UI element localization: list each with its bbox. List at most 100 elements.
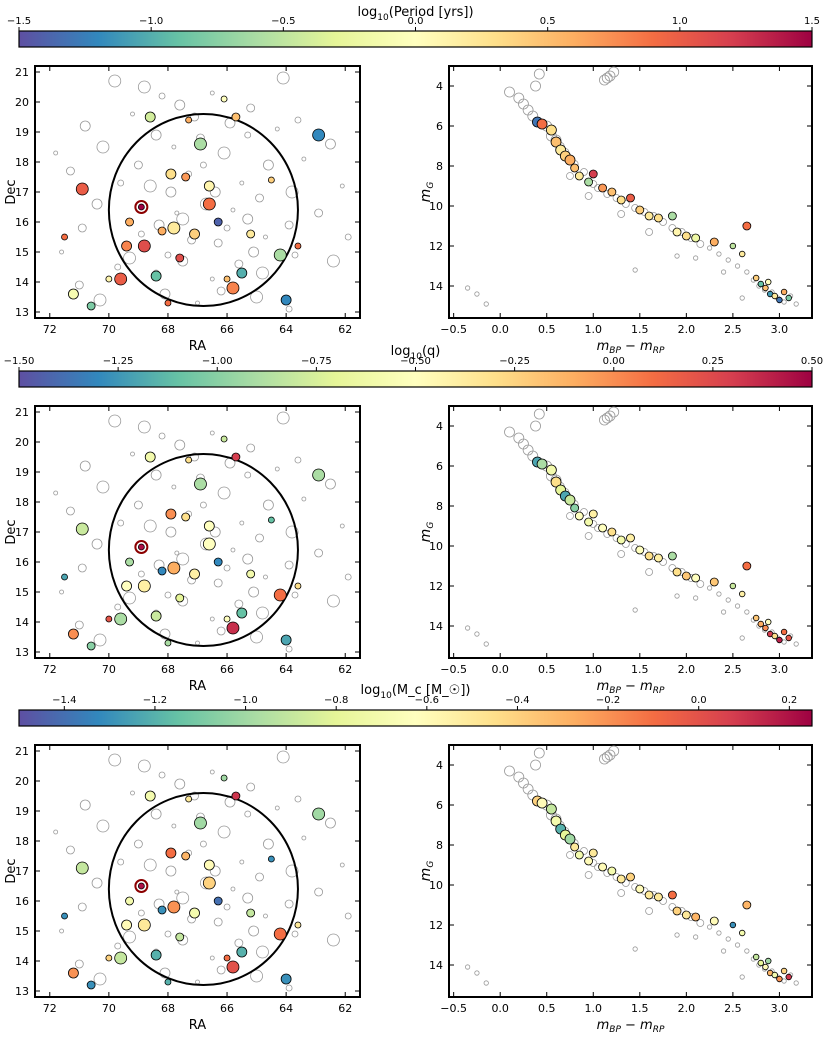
- binary-star-point: [738, 929, 746, 937]
- x-tick-label: 2.5: [724, 323, 742, 336]
- background-star: [720, 948, 727, 954]
- background-star: [720, 609, 727, 615]
- background-star: [123, 251, 136, 265]
- cmd-x-label: mBP − mRP: [597, 679, 665, 696]
- binary-star-point: [220, 435, 228, 443]
- background-star: [137, 230, 145, 238]
- background-star: [707, 585, 713, 591]
- background-star: [734, 942, 741, 948]
- binary-star-point: [236, 607, 248, 619]
- y-tick-label: 19: [15, 805, 29, 818]
- binary-star-point: [194, 477, 207, 491]
- binary-star-point: [273, 248, 287, 262]
- x-tick-label: −0.5: [440, 323, 467, 336]
- background-star: [720, 269, 727, 275]
- background-star: [255, 872, 264, 882]
- binary-star-point: [607, 866, 617, 876]
- binary-star-point: [185, 116, 193, 124]
- binary-star-point: [75, 182, 89, 196]
- background-star: [248, 246, 260, 258]
- background-star: [294, 116, 302, 124]
- binary-star-point: [185, 456, 193, 464]
- binary-star-point: [564, 494, 576, 506]
- background-star: [327, 594, 340, 608]
- background-star: [285, 984, 293, 992]
- background-star: [474, 631, 480, 637]
- y-tick-label: 8: [436, 500, 443, 513]
- binary-star-point: [672, 906, 682, 916]
- binary-star-point: [220, 774, 228, 782]
- binary-star-point: [246, 229, 256, 239]
- background-star: [601, 751, 613, 763]
- binary-star-point: [738, 250, 746, 258]
- x-tick-label: 64: [279, 663, 293, 676]
- colorbar-2: log10(q) −1.50 −1.25 −1.00 −0.75 −0.50 −0.25 0.…: [4, 344, 823, 388]
- colorbar-tick-label: −0.75: [301, 356, 332, 367]
- binary-star-point: [312, 128, 326, 142]
- background-star: [123, 930, 136, 944]
- background-star: [108, 414, 122, 428]
- binary-star-point: [121, 240, 132, 252]
- background-star: [137, 570, 145, 578]
- cmd-plot-area: [465, 66, 799, 307]
- colorbar-tick-label: −1.0: [139, 16, 163, 27]
- background-star: [130, 111, 135, 117]
- background-star: [213, 238, 223, 248]
- binary-star-point: [165, 847, 177, 859]
- colorbar-gradient: [18, 709, 813, 727]
- background-star: [301, 835, 307, 841]
- background-star: [285, 185, 299, 199]
- background-star: [604, 70, 616, 82]
- background-star: [176, 212, 190, 226]
- colorbar-tick-label: 0.00: [603, 356, 625, 367]
- y-tick-label: 14: [429, 280, 443, 293]
- background-star: [632, 607, 638, 613]
- binary-star-point: [564, 833, 576, 845]
- background-star: [159, 628, 171, 640]
- highlight-marker: [134, 200, 149, 214]
- binary-star-point: [167, 561, 181, 575]
- binary-star-point: [574, 171, 584, 181]
- background-star: [601, 412, 613, 424]
- y-tick-label: 12: [429, 580, 443, 593]
- binary-star-point: [752, 953, 760, 961]
- background-star: [608, 66, 620, 78]
- background-star: [566, 512, 574, 520]
- colorbar-tick-label: −0.2: [596, 695, 620, 706]
- binary-star-point: [709, 577, 719, 587]
- cmd-y-label: mG: [418, 182, 436, 203]
- y-tick-label: 6: [436, 120, 443, 133]
- background-star: [725, 597, 731, 603]
- colorbar-tick-label: −0.50: [400, 356, 431, 367]
- colorbar-tick-label: 0.0: [691, 695, 707, 706]
- y-tick-label: 6: [436, 460, 443, 473]
- cmd-plot-area: [465, 745, 799, 986]
- background-star: [164, 251, 172, 259]
- binary-star-point: [574, 511, 584, 521]
- background-star: [143, 179, 157, 193]
- background-star: [256, 606, 269, 620]
- y-tick-label: 12: [429, 240, 443, 253]
- x-tick-label: 66: [220, 1002, 234, 1015]
- background-star: [601, 72, 613, 84]
- binary-star-point: [105, 954, 113, 962]
- colorbar-tick-label: 0.2: [781, 695, 797, 706]
- x-tick-label: 0.0: [491, 323, 509, 336]
- background-star: [263, 499, 274, 511]
- binary-star-point: [780, 628, 788, 636]
- x-tick-label: 2.5: [724, 663, 742, 676]
- binary-star-point: [780, 288, 788, 296]
- colorbar-tick-label: −0.8: [324, 695, 348, 706]
- binary-star-point: [203, 859, 215, 871]
- y-tick-label: 15: [15, 586, 29, 599]
- background-star: [171, 144, 177, 150]
- binary-star-point: [738, 590, 746, 598]
- binary-star-point: [588, 848, 598, 858]
- background-star: [209, 616, 215, 622]
- x-tick-label: 62: [338, 323, 352, 336]
- background-star: [344, 912, 352, 920]
- background-star: [608, 745, 620, 757]
- y-tick-label: 14: [15, 955, 29, 968]
- background-star: [234, 599, 244, 609]
- background-star: [301, 496, 307, 502]
